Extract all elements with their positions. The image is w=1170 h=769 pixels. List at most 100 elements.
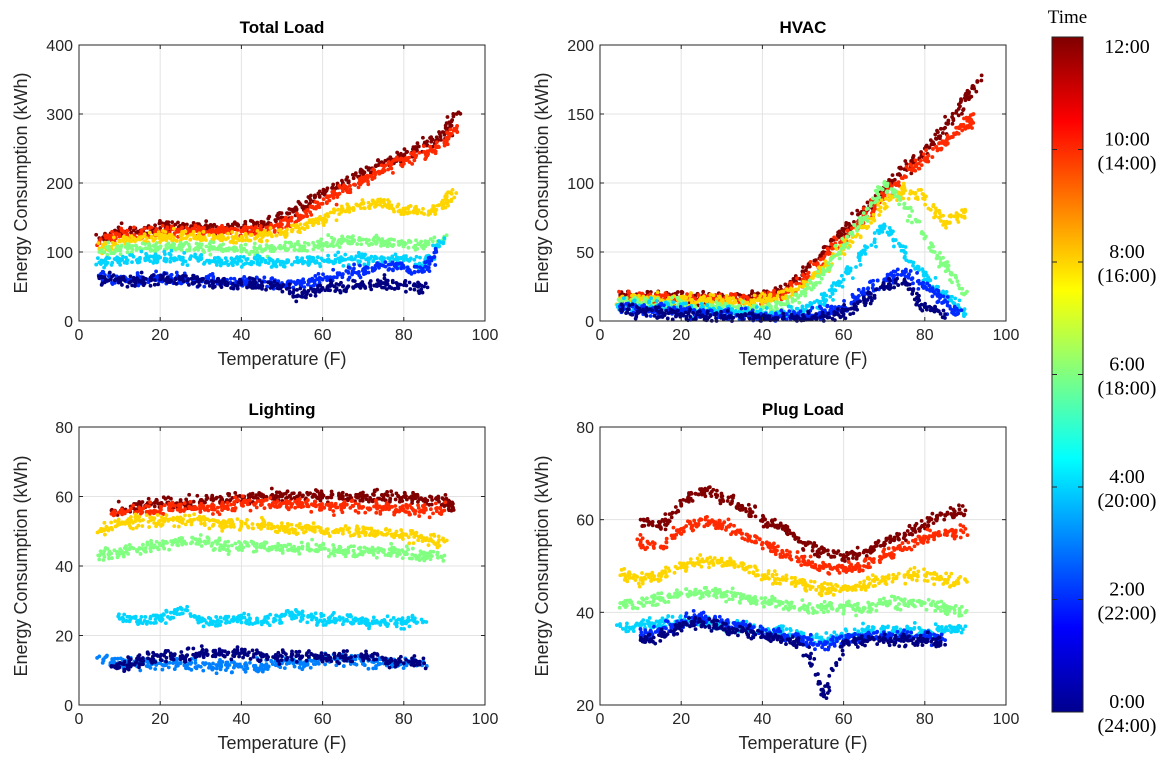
- data-point: [385, 282, 390, 286]
- data-point: [278, 243, 283, 248]
- data-point: [420, 266, 425, 271]
- data-point: [269, 222, 274, 227]
- data-point: [670, 295, 675, 300]
- data-point: [197, 283, 202, 287]
- data-point: [740, 300, 745, 304]
- data-point: [324, 200, 329, 205]
- data-point: [944, 225, 948, 230]
- data-point: [449, 191, 454, 196]
- data-point: [897, 195, 902, 200]
- data-point: [234, 222, 239, 227]
- data-point: [240, 238, 245, 243]
- data-point: [246, 225, 251, 230]
- data-point: [449, 119, 454, 124]
- data-point: [418, 242, 423, 247]
- data-point: [913, 191, 918, 195]
- data-point: [252, 256, 257, 261]
- data-point: [356, 185, 361, 190]
- data-point: [887, 198, 891, 203]
- data-point: [647, 300, 651, 305]
- data-point: [133, 284, 137, 288]
- data-point: [398, 151, 403, 156]
- data-point: [955, 279, 960, 284]
- data-point: [745, 300, 750, 305]
- data-point: [428, 136, 432, 140]
- data-point: [278, 232, 283, 237]
- data-point: [979, 78, 984, 83]
- data-point: [336, 207, 340, 212]
- data-point: [801, 265, 805, 270]
- data-point: [340, 207, 345, 211]
- data-point: [249, 225, 254, 230]
- data-point: [98, 237, 103, 242]
- data-point: [267, 214, 272, 219]
- data-point: [916, 188, 921, 192]
- data-point: [201, 229, 206, 234]
- data-point: [909, 191, 914, 195]
- data-point: [366, 200, 371, 205]
- data-point: [946, 263, 951, 268]
- data-point: [313, 200, 318, 204]
- data-point: [928, 207, 933, 212]
- data-point: [376, 263, 381, 268]
- data-point: [407, 160, 412, 164]
- data-point: [931, 147, 935, 151]
- data-point: [342, 183, 346, 188]
- data-point: [856, 254, 861, 259]
- data-point: [181, 273, 186, 278]
- data-point: [158, 244, 163, 249]
- data-point: [155, 259, 160, 264]
- data-point: [207, 248, 212, 253]
- data-point: [442, 143, 447, 148]
- data-point: [204, 219, 209, 224]
- data-point: [157, 221, 162, 226]
- data-point: [298, 202, 303, 207]
- data-point: [129, 230, 133, 235]
- data-point: [858, 234, 863, 239]
- data-point: [733, 300, 737, 305]
- data-point: [363, 271, 368, 276]
- data-point: [390, 159, 395, 164]
- data-point: [359, 255, 364, 260]
- data-point: [144, 236, 149, 241]
- data-point: [262, 275, 267, 280]
- data-point: [767, 293, 772, 298]
- data-point: [718, 295, 723, 300]
- data-point: [630, 293, 634, 298]
- data-point: [389, 205, 394, 210]
- data-point: [396, 262, 401, 266]
- data-point: [827, 268, 832, 272]
- data-point: [345, 285, 350, 290]
- data-point: [950, 111, 955, 116]
- data-point: [424, 243, 428, 247]
- data-point: [332, 208, 337, 213]
- data-point: [922, 236, 927, 241]
- data-point: [941, 289, 945, 294]
- data-point: [169, 272, 174, 277]
- data-point: [243, 281, 247, 285]
- data-point: [909, 171, 914, 176]
- data-point: [311, 223, 315, 228]
- data-point: [934, 137, 939, 141]
- data-point: [288, 240, 293, 245]
- data-point: [931, 203, 936, 207]
- data-point: [939, 147, 943, 152]
- data-point: [192, 236, 197, 241]
- data-point: [172, 238, 177, 242]
- data-point: [99, 248, 104, 252]
- data-point: [265, 239, 269, 243]
- data-point: [235, 228, 240, 232]
- data-point: [147, 226, 152, 230]
- data-point: [341, 284, 345, 289]
- data-point: [321, 197, 326, 202]
- data-point: [960, 214, 965, 219]
- data-point: [120, 283, 124, 287]
- data-point: [416, 280, 420, 285]
- data-point: [866, 224, 871, 229]
- data-point: [448, 127, 453, 132]
- data-point: [805, 282, 810, 287]
- data-point: [834, 247, 839, 251]
- data-point: [892, 177, 897, 182]
- data-point: [956, 102, 961, 107]
- data-point: [220, 238, 225, 243]
